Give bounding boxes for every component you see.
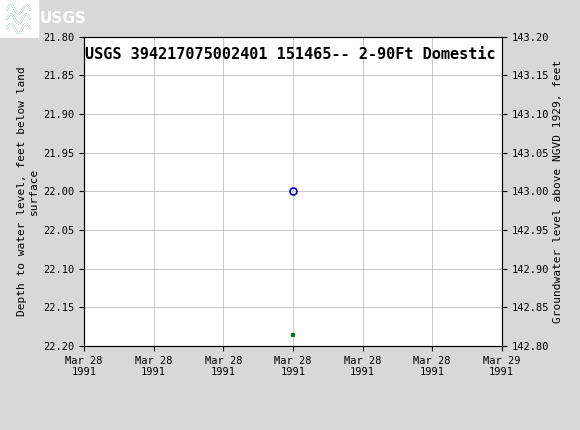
Bar: [0, 0, 38, 38]
Y-axis label: Depth to water level, feet below land
surface: Depth to water level, feet below land su…: [17, 67, 39, 316]
Text: USGS 394217075002401 151465-- 2-90Ft Domestic: USGS 394217075002401 151465-- 2-90Ft Dom…: [85, 47, 495, 62]
Y-axis label: Groundwater level above NGVD 1929, feet: Groundwater level above NGVD 1929, feet: [553, 60, 563, 323]
Text: USGS: USGS: [39, 12, 86, 26]
